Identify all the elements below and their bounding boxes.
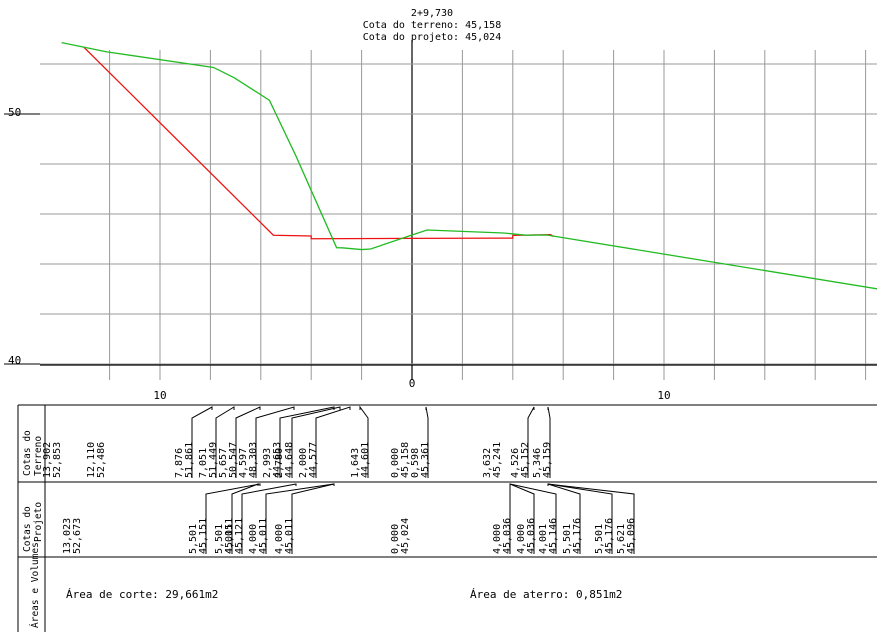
project-elevation-label: 45,036: [502, 518, 513, 554]
project-offset-label: 4,000: [516, 524, 527, 554]
x-tick-label-0: 0: [409, 377, 416, 390]
terrain-leader: [315, 406, 351, 478]
terrain-labels: 13,902 52,853 12,110 52,486 7,876 51,861 7,051…: [42, 405, 553, 478]
project-offset-label: 4,000: [248, 524, 259, 554]
terrain-offset-label: 2,000: [298, 448, 309, 478]
terrain-offset-label: 2,780: [274, 448, 285, 478]
project-elevation-label: 45,151: [224, 518, 235, 554]
terrain-leader: [291, 406, 341, 478]
station-label: 2+9,730: [411, 8, 453, 19]
terrain-offset-label: 7,051: [198, 448, 209, 478]
terrain-offset-label: 5,346: [532, 448, 543, 478]
terrain-elevation-label: 45,361: [420, 442, 431, 478]
terrain-elevation-text: Cota do terreno: 45,158: [363, 20, 501, 31]
project-elevation-label: 45,146: [548, 518, 559, 554]
project-offset-label: 4,001: [538, 524, 549, 554]
project-offset-label: 5,501: [188, 524, 199, 554]
terrain-elevation-label: 45,158: [400, 442, 411, 478]
project-offset-label: 4,001: [224, 524, 235, 554]
terrain-elevation-label: 44,653: [272, 442, 283, 478]
terrain-elevation-label: 50,547: [228, 442, 239, 478]
terrain-elevation-label: 51,861: [184, 442, 195, 478]
project-offset-label: 0,000: [390, 524, 401, 554]
y-tick-label-40: 40: [8, 354, 21, 367]
row-title-terrain-2: Terreno: [33, 436, 44, 476]
project-elevation-label: 45,176: [604, 518, 615, 554]
row-title-areas: Áreas e Volumes: [29, 542, 41, 628]
y-tick-label-50: 50: [8, 106, 21, 119]
terrain-elevation-label: 44,601: [360, 442, 371, 478]
project-offset-label: 5,501: [562, 524, 573, 554]
project-leader: [205, 483, 261, 554]
terrain-offset-label: 4,526: [510, 448, 521, 478]
terrain-elevation-label: 48,303: [248, 442, 259, 478]
project-offset-label: 5,501: [594, 524, 605, 554]
terrain-elevation-label: 45,152: [520, 442, 531, 478]
project-elevation-label: 45,036: [526, 518, 537, 554]
project-elevation-label: 45,151: [198, 518, 209, 554]
terrain-offset-label: 3,632: [482, 448, 493, 478]
project-elevation-label: 45,024: [400, 518, 411, 554]
project-leader: [231, 483, 259, 554]
terrain-leader: [527, 406, 535, 478]
project-leader: [547, 483, 635, 554]
terrain-elevation-label: 51,449: [208, 442, 219, 478]
terrain-offset-label: 12,110: [86, 442, 97, 478]
project-offset-label: 4,000: [274, 524, 285, 554]
row-title-terrain-1: Cotas do: [22, 430, 33, 476]
project-leader: [241, 483, 297, 554]
terrain-elevation-label: 52,853: [52, 442, 63, 478]
terrain-leader: [215, 406, 235, 478]
terrain-elevation-label: 52,486: [96, 442, 107, 478]
terrain-leader: [359, 405, 369, 478]
table-frame: [17, 404, 877, 632]
terrain-offset-label: 0,598: [410, 448, 421, 478]
project-leader: [509, 483, 557, 554]
terrain-elevation-label: 45,159: [542, 442, 553, 478]
project-offset-label: 5,621: [616, 524, 627, 554]
project-leader: [291, 483, 335, 554]
terrain-elevation-label: 44,577: [308, 442, 319, 478]
terrain-offset-label: 1,643: [350, 448, 361, 478]
project-elevation-label: 45,011: [284, 518, 295, 554]
project-elevation-label: 45,176: [572, 518, 583, 554]
project-offset-label: 5,501: [214, 524, 225, 554]
terrain-offset-label: 4,597: [238, 448, 249, 478]
fill-area-text: Área de aterro: 0,851m2: [470, 588, 622, 601]
project-elevation-label: 45,011: [258, 518, 269, 554]
project-elevation-label: 45,096: [626, 518, 637, 554]
terrain-leader: [255, 406, 295, 478]
row-title-project-1: Cotas do: [22, 506, 33, 552]
terrain-leader: [191, 406, 213, 478]
terrain-line: [61, 42, 877, 290]
project-elevation-text: Cota do projeto: 45,024: [363, 32, 501, 43]
grid: [4, 40, 877, 380]
terrain-offset-label: 5,657: [218, 448, 229, 478]
terrain-elevation-label: 44,648: [284, 442, 295, 478]
cut-area-text: Área de corte: 29,661m2: [66, 588, 218, 601]
project-elevation-label: 45,121: [234, 518, 245, 554]
terrain-offset-label: 7,876: [174, 448, 185, 478]
x-tick-label-left-10: 10: [153, 389, 166, 402]
terrain-offset-label: 0,000: [390, 448, 401, 478]
terrain-offset-label: 13,902: [42, 442, 53, 478]
project-offset-label: 4,000: [492, 524, 503, 554]
terrain-offset-label: 2,993: [262, 448, 273, 478]
terrain-elevation-label: 45,241: [492, 442, 503, 478]
project-offset-label: 13,023: [62, 518, 73, 554]
x-tick-label-right-10: 10: [657, 389, 670, 402]
terrain-leader: [547, 406, 551, 478]
terrain-leader: [235, 406, 261, 478]
project-elevation-label: 52,673: [72, 518, 83, 554]
terrain-leader: [425, 406, 429, 478]
row-title-project-2: Projeto: [33, 502, 44, 542]
project-line: [83, 46, 555, 240]
